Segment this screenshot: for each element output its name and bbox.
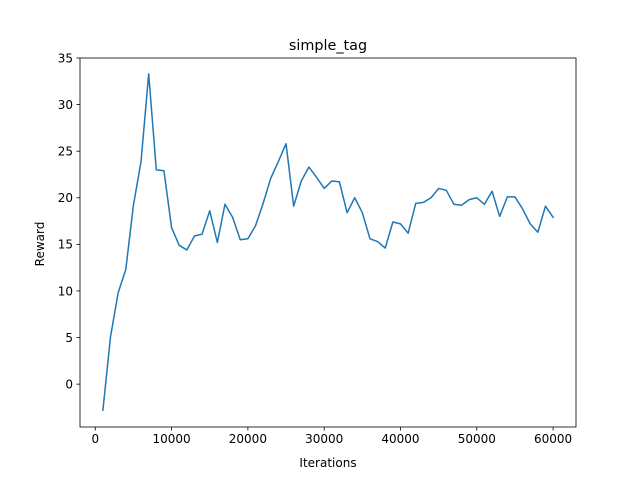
y-tick-label: 5: [65, 331, 73, 345]
y-axis-label: Reward: [33, 222, 47, 267]
y-tick-label: 0: [65, 377, 73, 391]
x-tick-label: 60000: [534, 432, 572, 446]
y-tick-label: 25: [58, 144, 73, 158]
y-tick-label: 20: [58, 191, 73, 205]
y-axis-ticks: 0 5 10 15 20 25 30 35: [58, 51, 80, 391]
x-axis-ticks: 0 10000 20000 30000 40000 50000 60000: [91, 427, 572, 446]
y-tick-label: 15: [58, 238, 73, 252]
y-tick-label: 10: [58, 284, 73, 298]
x-axis-label: Iterations: [299, 456, 356, 470]
y-tick-label: 30: [58, 98, 73, 112]
x-tick-label: 0: [91, 432, 99, 446]
x-tick-label: 10000: [152, 432, 190, 446]
x-tick-label: 20000: [229, 432, 267, 446]
y-tick-label: 35: [58, 51, 73, 65]
chart-title: simple_tag: [289, 38, 367, 54]
x-tick-label: 50000: [458, 432, 496, 446]
series-line-0: [102, 73, 555, 412]
plot-area: 0 10000 20000 30000 40000 50000 60000 0 5 10 15 20…: [58, 51, 577, 446]
x-tick-label: 40000: [381, 432, 419, 446]
series-layer: [102, 73, 555, 412]
x-tick-label: 30000: [305, 432, 343, 446]
axes-frame: [79, 57, 577, 428]
